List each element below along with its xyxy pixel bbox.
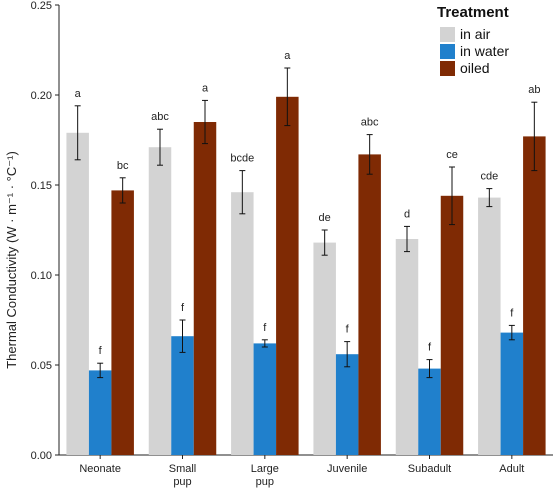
legend-label: oiled: [460, 60, 490, 76]
significance-letter: bcde: [230, 153, 254, 165]
y-tick-label: 0.25: [31, 0, 52, 12]
significance-letter: f: [346, 324, 350, 336]
x-tick-label: Large: [251, 463, 279, 475]
bar: [66, 132, 89, 456]
significance-letter: a: [284, 50, 291, 62]
bar: [231, 192, 254, 455]
significance-letter: abc: [361, 117, 379, 129]
x-tick-label: Subadult: [408, 463, 451, 475]
x-tick-label: pup: [173, 476, 191, 488]
significance-letter: ce: [446, 149, 458, 161]
bar: [253, 343, 277, 455]
plot-area: 0.00 0.05 0.10 0.15 0.20 0.25 Neonate a f bc Small…: [31, 0, 553, 488]
bar: [358, 154, 381, 455]
bar: [335, 354, 359, 455]
bar: [111, 190, 134, 455]
y-tick-label: 0.15: [31, 180, 52, 192]
bar: [148, 147, 172, 455]
y-tick-label: 0.10: [31, 270, 52, 282]
significance-letter: a: [202, 82, 209, 94]
x-tick-label: Juvenile: [327, 463, 367, 475]
x-tick-label: pup: [256, 476, 274, 488]
bar: [171, 336, 194, 455]
legend-title: Treatment: [437, 4, 509, 21]
significance-letter: ab: [528, 84, 540, 96]
y-axis-title-group: Thermal Conductivity (W · m⁻¹ · °C⁻¹): [4, 151, 19, 369]
bar: [440, 195, 464, 456]
significance-letter: de: [319, 212, 331, 224]
x-tick-label: Neonate: [79, 463, 121, 475]
significance-letter: f: [428, 342, 432, 354]
legend-label: in water: [460, 43, 509, 59]
bar: [395, 239, 419, 455]
bar: [193, 122, 217, 455]
significance-letter: abc: [151, 111, 169, 123]
y-tick-label: 0.00: [31, 450, 52, 462]
x-tick-label: Small: [169, 463, 197, 475]
y-tick-label: 0.05: [31, 360, 52, 372]
y-tick-label: 0.20: [31, 90, 52, 102]
significance-letter: f: [263, 322, 267, 334]
x-tick-label: Adult: [499, 463, 524, 475]
legend-swatch: [440, 44, 455, 59]
significance-letter: cde: [480, 171, 498, 183]
bar: [313, 242, 336, 455]
significance-letter: d: [404, 208, 410, 220]
significance-letter: bc: [117, 160, 129, 172]
bar: [500, 332, 524, 455]
bar: [523, 136, 546, 455]
legend-swatch: [440, 27, 455, 42]
significance-letter: f: [510, 307, 514, 319]
significance-letter: f: [99, 345, 103, 357]
legend-swatch: [440, 61, 455, 76]
bar: [418, 368, 441, 455]
bar: [478, 197, 501, 455]
significance-letter: a: [75, 88, 82, 100]
bar: [276, 96, 299, 456]
y-axis-title: Thermal Conductivity (W · m⁻¹ · °C⁻¹): [4, 151, 19, 369]
significance-letter: f: [181, 302, 185, 314]
legend-label: in air: [460, 26, 491, 42]
bar: [88, 370, 112, 455]
